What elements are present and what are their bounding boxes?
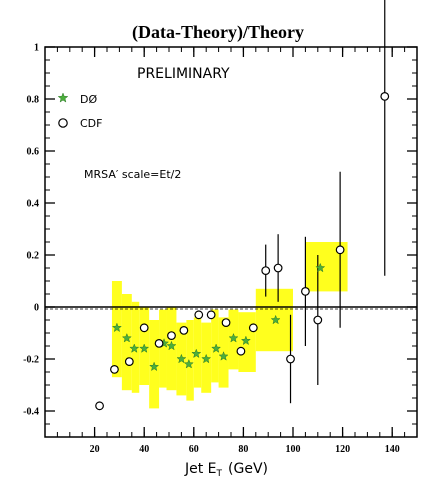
cdf-point <box>273 263 283 273</box>
cdf-point <box>301 287 310 296</box>
band-segment <box>121 294 132 391</box>
cdf-point <box>95 401 104 411</box>
d0-point <box>201 353 212 364</box>
band-segment <box>186 320 194 401</box>
x-tick-label: 60 <box>189 444 199 455</box>
x-tick-label: 80 <box>238 444 248 455</box>
d0-point <box>111 322 122 333</box>
x-axis-label-unit: (GeV) <box>228 461 268 477</box>
x-tick-label: 40 <box>139 444 149 455</box>
d0-point <box>240 335 251 346</box>
y-tick-label: 0 <box>34 303 39 314</box>
d0-point <box>191 348 202 359</box>
band-segment <box>159 309 167 388</box>
y-tick-label: 0.2 <box>27 251 40 262</box>
data-markers <box>95 91 390 411</box>
cdf-point <box>261 266 271 276</box>
x-axis-label-sub: T <box>216 469 223 479</box>
cdf-point <box>167 331 176 341</box>
cdf-point <box>221 318 231 328</box>
cdf-point <box>110 365 119 374</box>
y-tick-label: 1 <box>34 43 39 54</box>
cdf-point <box>380 91 390 101</box>
d0-point <box>315 262 326 273</box>
plot-frame <box>44 46 418 438</box>
cdf-point <box>236 346 246 356</box>
cdf-point <box>313 315 323 325</box>
d0-point <box>129 343 140 353</box>
x-axis-label: Jet ET (GeV) <box>184 461 268 479</box>
d0-point <box>228 332 239 343</box>
y-tick-label: 0.6 <box>27 147 40 158</box>
model-annotation: MRSA′ scale=Et/2 <box>84 168 181 181</box>
band-segment <box>166 307 177 391</box>
d0-point <box>176 353 187 364</box>
d0-point <box>149 361 160 372</box>
cdf-point <box>335 245 345 255</box>
y-tick-label: -0.4 <box>23 407 39 418</box>
legend: DØ CDF <box>57 92 102 130</box>
band-segment <box>211 309 219 383</box>
x-tick-label: 20 <box>90 444 100 455</box>
cdf-point <box>154 339 164 348</box>
d0-point <box>166 340 177 351</box>
cdf-point <box>206 310 216 320</box>
d0-point <box>183 358 194 369</box>
cdf-point <box>139 323 149 333</box>
y-tick-label: -0.2 <box>23 355 39 366</box>
d0-point <box>218 351 229 361</box>
plot-border <box>44 46 418 438</box>
preliminary-label: PRELIMINARY <box>137 66 230 82</box>
cdf-point <box>124 357 134 367</box>
d0-point <box>139 343 150 353</box>
cdf-point <box>286 354 295 364</box>
y-tick-label: 0.8 <box>27 95 40 106</box>
cdf-point <box>194 310 204 320</box>
cdf-point <box>248 323 258 333</box>
x-tick-label: 100 <box>286 444 301 455</box>
legend-circle-icon <box>58 118 68 128</box>
x-tick-label: 140 <box>385 444 400 455</box>
legend-label-cdf: CDF <box>80 117 102 130</box>
cdf-point <box>179 326 189 335</box>
d0-point <box>121 332 132 343</box>
x-axis-label-main: Jet ET (GeV) <box>184 461 268 479</box>
legend-star-icon <box>57 92 69 103</box>
d0-point <box>270 314 281 325</box>
y-tick-label: 0.4 <box>27 199 40 210</box>
zero-line <box>45 306 417 310</box>
legend-label-d0: DØ <box>80 93 97 106</box>
chart-title: (Data-Theory)/Theory <box>132 22 304 43</box>
d0-point <box>211 343 222 353</box>
x-tick-label: 120 <box>335 444 350 455</box>
